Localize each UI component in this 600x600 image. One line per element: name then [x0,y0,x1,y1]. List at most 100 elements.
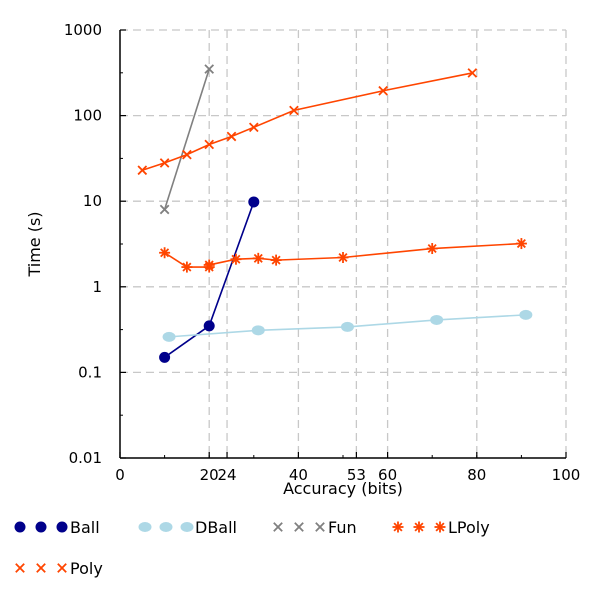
data-point [137,165,148,176]
marker-x-b [294,522,304,532]
marker-x-b [36,563,46,573]
marker-x-b [315,522,325,532]
marker-circle [248,196,260,208]
marker-circle [159,351,171,363]
data-point [340,321,354,332]
data-point [138,522,152,532]
marker-x-b [204,139,215,150]
marker-asterisk-stroke [414,522,424,532]
data-point [315,522,325,532]
data-point [270,254,282,266]
data-point [162,331,176,342]
marker-ellipse [340,321,354,332]
legend-label: Ball [70,518,100,537]
data-point [159,247,171,259]
data-point [56,521,68,533]
marker-x-b [248,122,259,133]
x-tick-label: 60 [378,466,397,484]
marker-x-b [204,64,215,74]
legend: Ball DBall Fun LPoly Poly [14,518,490,578]
data-point [203,320,215,332]
marker-x-b [226,131,237,142]
marker-ellipse [138,522,152,532]
y-tick-label: 0.01 [69,449,102,467]
data-point [35,521,47,533]
marker-x-b [159,158,170,168]
data-point [294,522,304,532]
data-point [392,521,404,533]
data-point [248,122,259,133]
data-point [273,522,283,532]
data-point [251,325,265,336]
marker-ellipse [162,331,176,342]
data-point [426,243,438,255]
x-tick-label: 20 [200,466,219,484]
marker-circle [14,521,26,533]
marker-x-b [137,165,148,176]
x-tick-label: 40 [289,466,308,484]
series-line [164,242,522,268]
x-tick-label: 0 [115,466,125,484]
data-point [226,131,237,142]
series-fun [159,64,215,215]
data-point [36,563,46,573]
series-line [163,68,210,210]
data-point [159,351,171,363]
legend-label: LPoly [448,518,490,537]
legend-item-fun: Fun [273,518,357,537]
data-point [230,253,242,265]
x-tick-label: 53 [347,466,366,484]
marker-asterisk-stroke [427,243,437,254]
grid [120,29,567,458]
series-layer [137,64,533,363]
marker-x-b [289,105,299,116]
marker-x-b [15,563,25,573]
data-point [467,68,478,78]
legend-item-poly: Poly [15,559,103,578]
series-lpoly [159,238,527,273]
data-point [430,314,444,325]
y-axis-label: Time (s) [25,211,44,277]
series-ball [159,196,260,363]
marker-asterisk-stroke [204,260,214,270]
series-poly [137,68,478,176]
x-axis-label: Accuracy (bits) [283,479,403,498]
data-point [337,251,349,263]
data-point [413,521,425,533]
y-tick-label: 1000 [64,21,102,39]
data-point [203,259,215,271]
marker-asterisk-stroke [160,248,170,258]
y-tick-label: 10 [83,192,102,210]
x-tick-label: 100 [552,466,581,484]
marker-ellipse [430,314,444,325]
marker-asterisk-stroke [231,254,241,264]
legend-item-ball: Ball [14,518,100,537]
data-point [182,149,192,160]
marker-asterisk-stroke [393,522,403,532]
data-point [204,64,215,74]
y-tick-label: 100 [73,107,102,125]
data-point [181,261,193,273]
legend-item-lpoly: LPoly [392,518,490,537]
marker-circle [56,521,68,533]
marker-asterisk-stroke [253,253,263,263]
y-tick-label: 1 [92,278,102,296]
data-point [159,522,173,532]
marker-ellipse [519,309,533,320]
data-point [57,563,67,573]
x-tick-label: 24 [217,466,236,484]
legend-label: DBall [195,518,237,537]
data-point [159,204,170,215]
data-point [434,521,446,533]
marker-circle [203,320,215,332]
x-tick-label: 80 [467,466,486,484]
data-point [248,196,260,208]
marker-x-b [57,563,67,573]
marker-x-b [467,68,478,78]
marker-x-b [378,85,388,96]
marker-x-b [273,522,283,532]
marker-ellipse [180,522,194,532]
data-point [159,158,170,168]
